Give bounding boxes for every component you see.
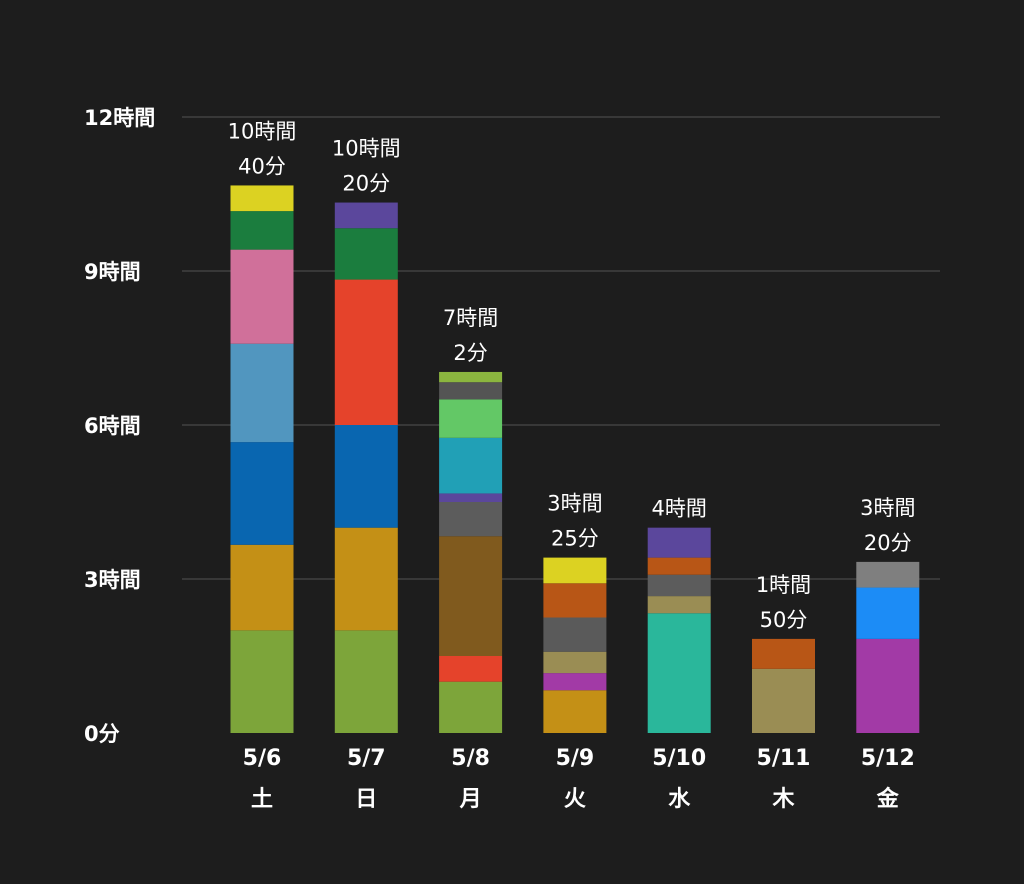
bar-segment [752,668,815,733]
bar-total-label: 50分 [760,608,808,632]
bar-segment [439,656,503,682]
x-tick-day: 金 [876,786,900,812]
bar-segment [439,399,503,438]
bar-segment [439,371,503,383]
x-axis-ticks: 5/6 土 5/7 日 5/8 月 5/9 火 5/10 水 5/11 木 5/12 金 [243,746,915,812]
x-tick-day: 土 [251,787,273,812]
x-tick-date: 5/12 [861,746,915,771]
bar-segment [439,681,503,733]
bar-total-label: 1時間 [756,573,811,597]
bar-segment [439,437,503,494]
y-tick-label: 0分 [84,722,120,746]
x-tick-date: 5/11 [757,746,811,771]
bar-segment [230,211,294,250]
bar-total-label: 20分 [342,172,390,196]
y-axis-ticks: 0分 3時間 6時間 9時間 12時間 [84,106,155,746]
y-tick-label: 3時間 [84,568,141,592]
bar-segment [334,279,398,425]
bar-segment [230,442,294,545]
bar-total-label: 7時間 [443,306,498,330]
bar-segment [856,587,920,639]
bar-segment [856,561,920,588]
bars [230,185,920,733]
bar-segment [543,583,607,618]
bar-segment [752,638,815,669]
bar-segment [647,596,711,614]
x-tick-date: 5/9 [556,746,595,771]
x-tick-date: 5/7 [347,746,386,771]
bar-segment [334,527,398,631]
x-tick-day: 木 [771,787,795,812]
bar-segment [647,557,711,575]
bar-segment [334,630,398,733]
x-tick-day: 日 [355,787,377,812]
bar-total-label: 4時間 [652,497,707,521]
bar-total-label: 10時間 [332,137,401,161]
bar-segment [543,673,607,691]
bar-total-label: 20分 [864,531,912,555]
bar-total-label: 40分 [238,154,286,178]
bar-segment [543,690,607,733]
bar-segment [439,536,503,656]
bar-segment [543,557,607,584]
bar-total-label: 2分 [453,341,487,365]
x-tick-day: 水 [668,787,691,812]
bar-segment [439,382,503,400]
bar-segment [230,343,294,443]
y-tick-label: 9時間 [84,260,141,284]
y-tick-label: 6時間 [84,414,141,438]
bar-total-label: 10時間 [228,119,297,143]
bar-segment [856,638,920,733]
bar-segment [230,630,294,733]
x-tick-day: 月 [459,787,482,812]
x-tick-date: 5/8 [451,746,490,771]
bar-segment [230,249,294,344]
x-tick-date: 5/6 [243,746,282,771]
bar-total-labels: 10時間 40分 10時間 20分 7時間 2分 3時間 25分 4時間 1時間 50分 3時間 20分 [228,119,916,631]
bar-segment [334,228,398,280]
bar-segment [647,613,711,733]
bar-segment [439,493,503,502]
bar-segment [230,185,294,212]
bar-total-label: 3時間 [860,496,915,520]
x-tick-day: 火 [564,787,586,812]
bar-segment [543,651,607,674]
bar-segment [334,202,398,229]
bar-segment [647,574,711,597]
x-tick-date: 5/10 [652,746,706,771]
bar-segment [230,544,294,631]
bar-segment [647,527,711,558]
bar-segment [334,425,398,528]
bar-total-label: 25分 [551,527,599,551]
bar-segment [543,617,607,652]
bar-segment [439,502,503,537]
y-tick-label: 12時間 [84,106,155,130]
bar-total-label: 3時間 [547,492,602,516]
